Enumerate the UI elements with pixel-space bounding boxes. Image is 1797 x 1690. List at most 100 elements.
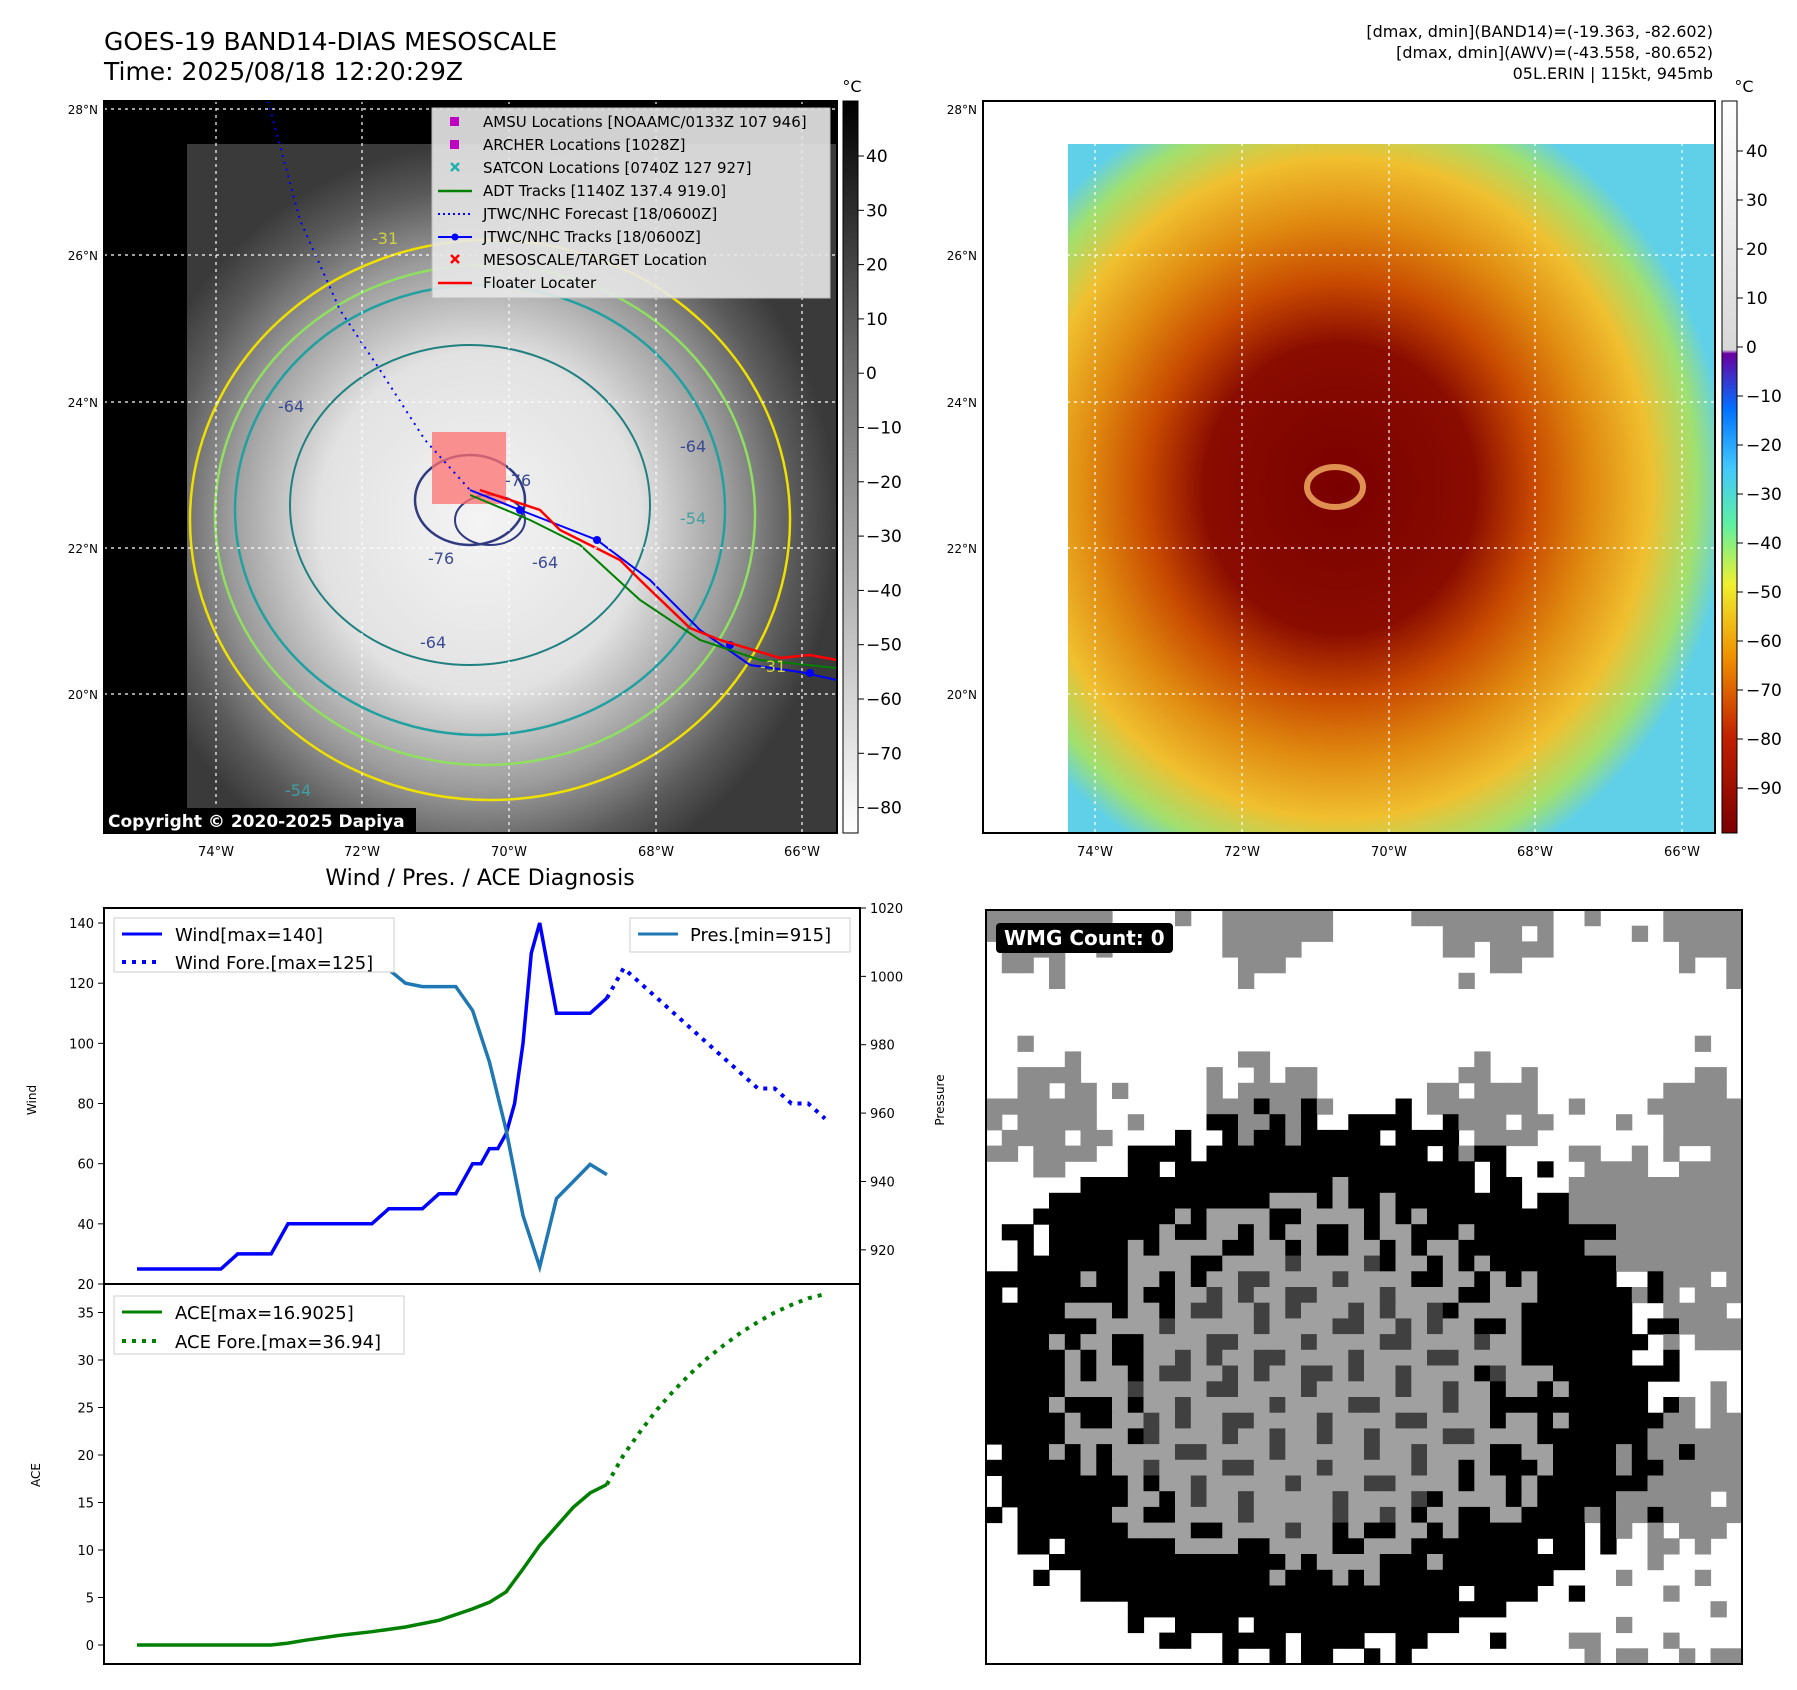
right-lon-labels: 74°W 72°W 70°W 68°W 66°W — [1077, 845, 1700, 860]
right-satellite-map: 28°N 26°N 24°N 22°N 20°N 74°W 72°W 70°W … — [947, 77, 1782, 860]
storm-awv-image — [1068, 144, 1715, 833]
legend-ace-forecast: ACE Fore.[max=36.94] — [175, 1332, 381, 1353]
legend-label: MESOSCALE/TARGET Location — [483, 251, 707, 269]
ace-tick: 10 — [77, 1544, 94, 1559]
page-title: GOES-19 BAND14-DIAS MESOSCALE — [104, 27, 558, 56]
legend-wind: Wind[max=140] — [175, 925, 323, 946]
ace-tick: 35 — [77, 1307, 94, 1322]
adt-track — [469, 494, 837, 669]
legend-item: ARCHER Locations [1028Z] — [450, 136, 686, 154]
legend-marker — [450, 140, 459, 149]
jtwc-track — [469, 489, 837, 681]
wind-panel-title: Wind / Pres. / ACE Diagnosis — [325, 866, 635, 891]
lon-label: 74°W — [198, 845, 234, 860]
left-lat-labels: 28°N 26°N 24°N 22°N 20°N — [68, 103, 98, 702]
colorbar-tick: −60 — [866, 690, 902, 710]
wind-tick: 60 — [77, 1158, 94, 1173]
contour-label: -64 — [420, 633, 446, 652]
colorbar-tick: 40 — [1746, 142, 1768, 162]
contour-label: -64 — [278, 397, 304, 416]
lat-label: 24°N — [68, 396, 98, 410]
colorbar-tick: 0 — [1746, 338, 1757, 358]
colorbar-tick: −30 — [1746, 485, 1782, 505]
colorbar-tick: −40 — [866, 581, 902, 601]
colorbar-tick: −30 — [866, 527, 902, 547]
left-colorbar: °C 40 30 20 10 0 −10 −20 −30 −40 −50 −60 −70 −80 — [842, 77, 902, 834]
band14-range: [dmax, dmin](BAND14)=(-19.363, -82.602) — [1366, 22, 1713, 41]
lon-label: 66°W — [1664, 845, 1700, 860]
lat-label: 28°N — [947, 103, 977, 117]
legend-pressure: Pres.[min=915] — [690, 925, 831, 946]
colorbar-tick: 20 — [1746, 240, 1768, 260]
left-satellite-map: -31 -64 -76 -64 -54 -64 -76 -64 -54 -31 … — [68, 77, 902, 860]
legend-label: ARCHER Locations [1028Z] — [483, 136, 686, 154]
lat-label: 26°N — [947, 249, 977, 263]
colorbar-tick: 30 — [1746, 191, 1768, 211]
colorbar-unit: °C — [842, 77, 861, 96]
legend-item: SATCON Locations [0740Z 127 927] — [450, 159, 751, 177]
lon-label: 66°W — [784, 845, 820, 860]
colorbar-tick: 10 — [866, 310, 888, 330]
legend-marker — [450, 162, 460, 172]
legend-ace: ACE[max=16.9025] — [175, 1303, 354, 1324]
colorbar-tick: −10 — [1746, 387, 1782, 407]
legend-label: JTWC/NHC Tracks [18/0600Z] — [482, 228, 701, 246]
lon-label: 68°W — [1517, 845, 1553, 860]
colorbar-tick: 40 — [866, 147, 888, 167]
lat-label: 20°N — [68, 688, 98, 702]
colorbar-tick: −70 — [1746, 681, 1782, 701]
ace-tick: 15 — [77, 1497, 94, 1512]
colorbar-tick: 30 — [866, 201, 888, 221]
legend-label: SATCON Locations [0740Z 127 927] — [483, 159, 751, 177]
pressure-tick: 980 — [870, 1039, 895, 1054]
colorbar-tick: −80 — [1746, 730, 1782, 750]
ace-tick: 5 — [86, 1592, 94, 1607]
colorbar-tick: −50 — [866, 636, 902, 656]
contour-label: -31 — [372, 229, 398, 248]
ace-tick: 0 — [86, 1639, 94, 1654]
colorbar-tick: 10 — [1746, 289, 1768, 309]
contour-label: -64 — [532, 553, 558, 572]
contour-label: -76 — [428, 549, 454, 568]
wind-tick: 100 — [69, 1037, 94, 1052]
lat-label: 26°N — [68, 249, 98, 263]
wind-tick: 140 — [69, 917, 94, 932]
wind-tick: 80 — [77, 1098, 94, 1113]
legend-marker — [450, 117, 459, 126]
colorbar-unit: °C — [1734, 77, 1753, 96]
colorbar-tick: −90 — [1746, 779, 1782, 799]
floater-track — [479, 488, 837, 662]
pressure-axis-label: Pressure — [933, 1074, 947, 1125]
lat-label: 24°N — [947, 396, 977, 410]
colorbar-tick: −70 — [866, 744, 902, 764]
colorbar-tick: −20 — [866, 473, 902, 493]
colorbar-tick: −60 — [1746, 632, 1782, 652]
wind-series-line — [137, 922, 609, 1271]
lon-label: 70°W — [1371, 845, 1407, 860]
lon-label: 72°W — [1224, 845, 1260, 860]
awv-range: [dmax, dmin](AWV)=(-43.558, -80.652) — [1396, 43, 1713, 62]
storm-info: 05L.ERIN | 115kt, 945mb — [1512, 64, 1713, 83]
wind-forecast-line — [605, 965, 827, 1121]
ace-forecast-line — [605, 1292, 826, 1486]
lat-label: 22°N — [68, 542, 98, 556]
colorbar-tick: −20 — [1746, 436, 1782, 456]
pressure-tick: 920 — [870, 1244, 895, 1259]
legend-marker — [450, 254, 460, 264]
ace-axis-label: ACE — [29, 1463, 43, 1487]
mesoscale-target-box — [432, 432, 506, 504]
contour-labels: -31 -64 -76 -64 -54 -64 -76 -64 -54 -31 — [278, 229, 786, 800]
legend-item: MESOSCALE/TARGET Location — [450, 251, 707, 269]
ace-tick: 20 — [77, 1449, 94, 1464]
right-grid — [983, 101, 1715, 833]
ace-tick: 25 — [77, 1402, 94, 1417]
ace-panel: 35 30 25 20 15 10 5 0 ACE ACE[max=16.9025] ACE … — [29, 1283, 861, 1665]
left-lon-labels: 74°W 72°W 70°W 68°W 66°W — [198, 845, 820, 860]
storm-eye — [1304, 464, 1366, 510]
wind-axis-label: Wind — [25, 1085, 39, 1115]
wind-tick: 20 — [77, 1278, 94, 1293]
lon-label: 70°W — [491, 845, 527, 860]
pressure-tick: 940 — [870, 1175, 895, 1190]
pressure-tick: 960 — [870, 1107, 895, 1122]
